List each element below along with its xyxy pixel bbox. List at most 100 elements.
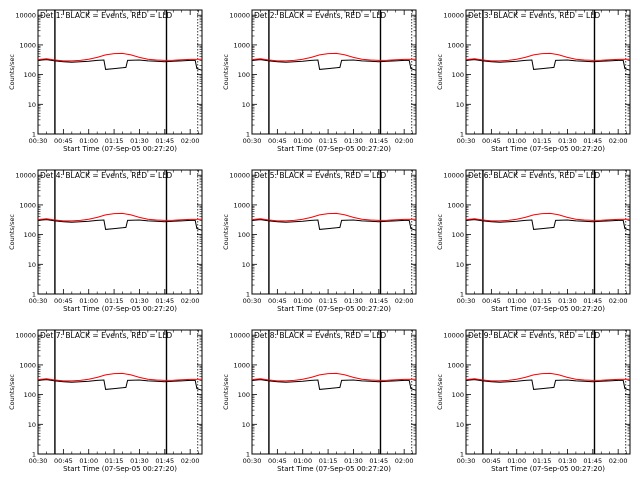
y-tick-label: 100 — [238, 391, 250, 399]
y-axis-label: Counts/sec — [8, 374, 16, 410]
x-axis-label: Start Time (07-Sep-05 00:27:20) — [491, 145, 605, 153]
y-tick-label: 100 — [452, 231, 464, 239]
y-tick-label: 1000 — [19, 361, 36, 369]
panel-title: Det 1: BLACK = Events, RED = LLD — [40, 11, 172, 20]
lld-series-line — [465, 212, 631, 222]
x-tick-label: 00:45 — [54, 457, 73, 465]
x-tick-label: 00:45 — [268, 297, 287, 305]
x-tick-label: 00:45 — [54, 297, 73, 305]
y-tick-label: 100 — [238, 71, 250, 79]
events-series-line — [37, 59, 203, 71]
y-tick-label: 10 — [242, 261, 250, 269]
y-tick-label: 1000 — [447, 361, 464, 369]
x-tick-label: 01:15 — [105, 457, 124, 465]
panel-det-6: Det 6: BLACK = Events, RED = LLD 1 10 100 10… — [436, 169, 631, 313]
x-tick-label: 00:30 — [243, 297, 262, 305]
y-axis-label: Counts/sec — [222, 214, 230, 250]
y-tick-label: 1000 — [233, 41, 250, 49]
panel-title: Det 5: BLACK = Events, RED = LLD — [254, 171, 386, 180]
y-tick-label: 1000 — [19, 41, 36, 49]
y-tick-label: 100 — [452, 71, 464, 79]
y-tick-label: 100 — [238, 231, 250, 239]
x-tick-label: 02:00 — [181, 297, 200, 305]
x-tick-label: 01:15 — [105, 137, 124, 145]
y-tick-label: 1 — [246, 291, 250, 299]
x-tick-label: 01:30 — [558, 297, 577, 305]
lld-series-line — [251, 372, 417, 382]
x-axis-label: Start Time (07-Sep-05 00:27:20) — [277, 465, 391, 473]
x-tick-label: 01:45 — [369, 137, 388, 145]
y-tick-label: 10000 — [229, 332, 250, 340]
x-tick-label: 01:15 — [533, 457, 552, 465]
panel-det-3: Det 3: BLACK = Events, RED = LLD 1 10 100 10… — [436, 9, 631, 153]
y-tick-label: 100 — [24, 231, 36, 239]
x-tick-label: 02:00 — [181, 457, 200, 465]
x-tick-label: 01:45 — [369, 457, 388, 465]
panel-title: Det 2: BLACK = Events, RED = LLD — [254, 11, 386, 20]
y-tick-label: 1 — [460, 291, 464, 299]
x-tick-label: 02:00 — [395, 297, 414, 305]
events-series-line — [251, 219, 417, 231]
x-tick-label: 01:15 — [319, 457, 338, 465]
panel-det-9: Det 9: BLACK = Events, RED = LLD 1 10 100 10… — [436, 329, 631, 473]
lld-series-line — [37, 52, 203, 62]
x-tick-label: 00:30 — [29, 137, 48, 145]
y-tick-label: 10000 — [443, 12, 464, 20]
y-tick-label: 10 — [28, 101, 36, 109]
x-tick-label: 01:15 — [105, 297, 124, 305]
y-tick-label: 10000 — [229, 12, 250, 20]
y-tick-label: 1 — [32, 291, 36, 299]
x-axis-label: Start Time (07-Sep-05 00:27:20) — [491, 305, 605, 313]
lld-series-line — [251, 52, 417, 62]
plot-frame — [251, 329, 417, 455]
y-axis-label: Counts/sec — [222, 374, 230, 410]
panel-det-7: Det 7: BLACK = Events, RED = LLD 1 10 100 10… — [8, 329, 203, 473]
y-tick-label: 1 — [32, 451, 36, 459]
x-axis-label: Start Time (07-Sep-05 00:27:20) — [63, 145, 177, 153]
x-tick-label: 00:45 — [482, 457, 501, 465]
x-tick-label: 01:00 — [293, 297, 312, 305]
x-tick-label: 00:45 — [268, 137, 287, 145]
x-tick-label: 01:00 — [293, 457, 312, 465]
x-axis-label: Start Time (07-Sep-05 00:27:20) — [277, 305, 391, 313]
x-tick-label: 01:30 — [130, 297, 149, 305]
y-tick-label: 1000 — [19, 201, 36, 209]
events-series-line — [251, 59, 417, 71]
lld-series-line — [251, 212, 417, 222]
x-tick-label: 01:30 — [344, 137, 363, 145]
x-tick-label: 02:00 — [395, 137, 414, 145]
y-tick-label: 10 — [242, 101, 250, 109]
x-tick-label: 00:30 — [29, 297, 48, 305]
lld-series-line — [465, 372, 631, 382]
x-tick-label: 01:00 — [507, 457, 526, 465]
x-tick-label: 01:00 — [293, 137, 312, 145]
panel-title: Det 8: BLACK = Events, RED = LLD — [254, 331, 386, 340]
x-axis-label: Start Time (07-Sep-05 00:27:20) — [491, 465, 605, 473]
y-tick-label: 1 — [32, 131, 36, 139]
events-series-line — [465, 59, 631, 71]
x-tick-label: 02:00 — [395, 457, 414, 465]
y-tick-label: 1 — [460, 451, 464, 459]
x-tick-label: 00:45 — [54, 137, 73, 145]
y-tick-label: 1 — [460, 131, 464, 139]
x-tick-label: 00:30 — [243, 137, 262, 145]
y-tick-label: 10000 — [229, 172, 250, 180]
y-tick-label: 10000 — [15, 12, 36, 20]
y-tick-label: 100 — [452, 391, 464, 399]
x-tick-label: 02:00 — [609, 297, 628, 305]
y-axis-label: Counts/sec — [222, 54, 230, 90]
x-axis-label: Start Time (07-Sep-05 00:27:20) — [277, 145, 391, 153]
y-tick-label: 10000 — [15, 172, 36, 180]
x-tick-label: 02:00 — [609, 137, 628, 145]
x-tick-label: 01:00 — [79, 457, 98, 465]
y-tick-label: 100 — [24, 71, 36, 79]
y-tick-label: 10 — [28, 261, 36, 269]
y-axis-label: Counts/sec — [436, 214, 444, 250]
x-tick-label: 00:30 — [29, 457, 48, 465]
plot-frame — [251, 9, 417, 135]
x-tick-label: 01:45 — [583, 457, 602, 465]
lld-series-line — [465, 52, 631, 62]
x-tick-label: 01:45 — [155, 457, 174, 465]
panel-det-8: Det 8: BLACK = Events, RED = LLD 1 10 100 10… — [222, 329, 417, 473]
